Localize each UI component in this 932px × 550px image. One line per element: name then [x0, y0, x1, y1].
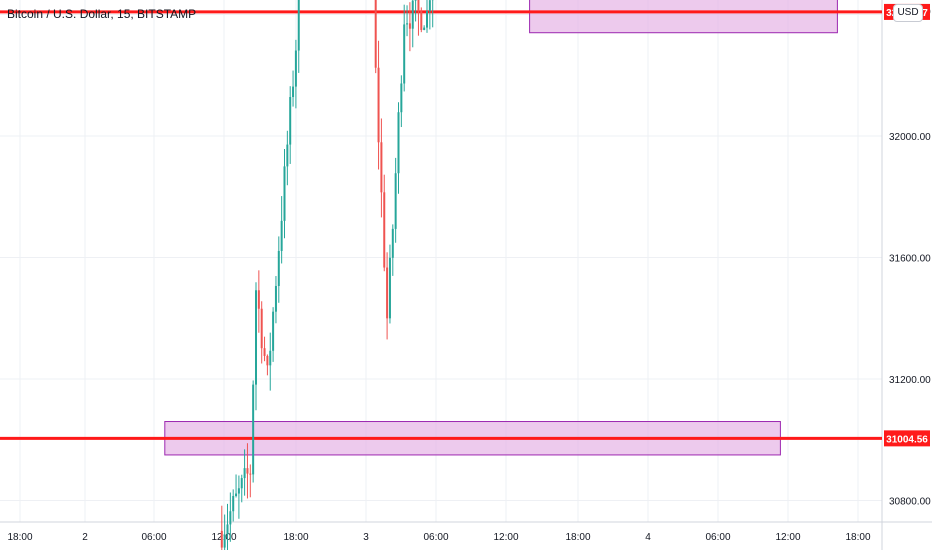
time-tick-label: 4 [645, 532, 651, 543]
time-tick-label: 06:00 [705, 532, 730, 543]
candle-body [423, 27, 426, 30]
candle-body [286, 144, 289, 167]
candle-body [383, 192, 386, 268]
chart-title: Bitcoin / U.S. Dollar, 15, BITSTAMP [7, 7, 197, 21]
candle-body [377, 67, 380, 143]
candle-body [229, 511, 232, 525]
candle-body [283, 166, 286, 221]
time-tick-label: 3 [363, 532, 369, 543]
time-tick-label: 18:00 [845, 532, 870, 543]
candle-body [246, 468, 249, 474]
candle-body [252, 384, 255, 475]
candle-body [417, 0, 420, 12]
price-tick-label: 31600.00 [889, 254, 931, 265]
support-price-label-bg [884, 430, 930, 447]
candle-body [414, 0, 417, 1]
candle-body [294, 50, 297, 87]
support-price-label: 31004.56 [886, 434, 928, 445]
candle-body [388, 257, 391, 319]
candle-body [420, 11, 423, 30]
candle-body [406, 23, 409, 25]
time-tick-label: 12:00 [493, 532, 518, 543]
candle-body [400, 83, 403, 113]
price-tick-label: 31200.00 [889, 375, 931, 386]
candle-body [272, 311, 275, 351]
candle-body [280, 220, 283, 251]
price-tick-label: 30800.00 [889, 497, 931, 508]
time-tick-label: 12:00 [775, 532, 800, 543]
candle-body [240, 478, 243, 489]
time-tick-label: 18:00 [565, 532, 590, 543]
candle-body [260, 308, 263, 349]
time-tick-label: 18:00 [283, 532, 308, 543]
candle-body [243, 468, 246, 479]
candle-body [386, 267, 389, 319]
candle-body [391, 228, 394, 258]
candle-body [277, 250, 280, 286]
candle-body [257, 290, 260, 309]
time-tick-label: 06:00 [141, 532, 166, 543]
candle-body [403, 24, 406, 84]
candle-body [297, 0, 300, 51]
candle-body [274, 285, 277, 312]
candle-body [220, 530, 223, 548]
candle-body [408, 23, 411, 29]
candle-body [263, 348, 266, 356]
candle-body [255, 290, 257, 385]
candle-body [269, 350, 272, 366]
candle-body [232, 495, 235, 512]
candle-body [235, 493, 238, 496]
candle-body [289, 97, 292, 145]
time-tick-label: 18:00 [7, 532, 32, 543]
candle-body [374, 0, 377, 68]
candle-body [226, 524, 229, 535]
currency-button[interactable]: USD [893, 4, 923, 22]
candle-body [266, 355, 269, 366]
candle-body [428, 0, 431, 11]
time-tick-label: 06:00 [423, 532, 448, 543]
price-tick-label: 32000.00 [889, 132, 931, 143]
candle-body [237, 488, 240, 494]
candle-body [426, 10, 428, 28]
zone-rectangle-2[interactable] [529, 0, 838, 34]
time-tick-label: 2 [82, 532, 88, 543]
candle-body [397, 112, 400, 174]
candle-body [223, 534, 226, 548]
candle-body [249, 473, 252, 475]
candle-body [292, 86, 295, 98]
candle-body [380, 142, 383, 193]
candle-body [411, 0, 414, 29]
candle-body [394, 173, 397, 229]
